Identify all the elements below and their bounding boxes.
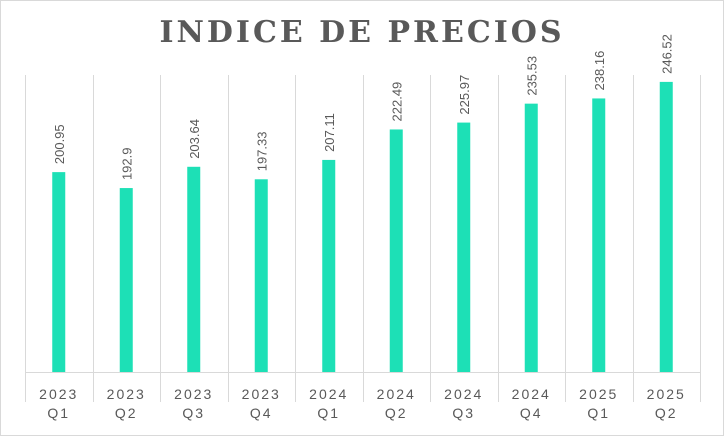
x-tick-label-quarter-8: Q1 bbox=[587, 405, 610, 421]
data-label-3: 197.33 bbox=[254, 132, 269, 172]
x-tick-label-year-7: 2024 bbox=[512, 386, 551, 402]
data-label-2: 203.64 bbox=[187, 119, 202, 159]
x-tick-label-year-8: 2025 bbox=[579, 386, 618, 402]
data-label-4: 207.11 bbox=[322, 113, 337, 152]
bar-3 bbox=[254, 179, 268, 372]
bar-8 bbox=[592, 98, 606, 372]
x-tick-label-quarter-2: Q3 bbox=[182, 405, 205, 421]
x-tick-label-quarter-1: Q2 bbox=[115, 405, 138, 421]
data-label-5: 222.49 bbox=[389, 82, 404, 122]
bar-1 bbox=[119, 188, 133, 372]
x-tick-label-quarter-5: Q2 bbox=[385, 405, 408, 421]
data-label-9: 246.52 bbox=[659, 34, 674, 74]
x-tick-label-year-1: 2023 bbox=[107, 386, 146, 402]
x-tick-label-year-9: 2025 bbox=[647, 386, 686, 402]
data-label-8: 238.16 bbox=[592, 51, 607, 91]
x-tick-label-quarter-0: Q1 bbox=[47, 405, 70, 421]
data-label-1: 192.9 bbox=[119, 148, 134, 181]
x-tick-label-quarter-7: Q4 bbox=[520, 405, 543, 421]
x-tick-label-year-6: 2024 bbox=[444, 386, 483, 402]
x-tick-label-year-0: 2023 bbox=[39, 386, 78, 402]
bar-5 bbox=[389, 129, 403, 372]
bar-4 bbox=[322, 159, 336, 372]
bar-9 bbox=[659, 81, 673, 373]
x-tick-label-quarter-4: Q1 bbox=[317, 405, 340, 421]
x-tick-label-quarter-6: Q3 bbox=[452, 405, 475, 421]
data-label-0: 200.95 bbox=[52, 124, 67, 164]
bar-2 bbox=[187, 166, 201, 372]
x-tick-label-quarter-9: Q2 bbox=[655, 405, 678, 421]
x-tick-label-year-2: 2023 bbox=[174, 386, 213, 402]
chart-title: INDICE DE PRECIOS bbox=[159, 15, 565, 50]
data-label-7: 235.53 bbox=[524, 56, 539, 96]
x-tick-label-year-3: 2023 bbox=[242, 386, 281, 402]
data-label-6: 225.97 bbox=[457, 75, 472, 115]
bar-7 bbox=[524, 103, 538, 372]
bar-6 bbox=[457, 122, 471, 372]
x-tick-label-quarter-3: Q4 bbox=[250, 405, 273, 421]
x-tick-label-year-5: 2024 bbox=[377, 386, 416, 402]
x-tick-label-year-4: 2024 bbox=[309, 386, 348, 402]
bar-0 bbox=[52, 172, 66, 372]
